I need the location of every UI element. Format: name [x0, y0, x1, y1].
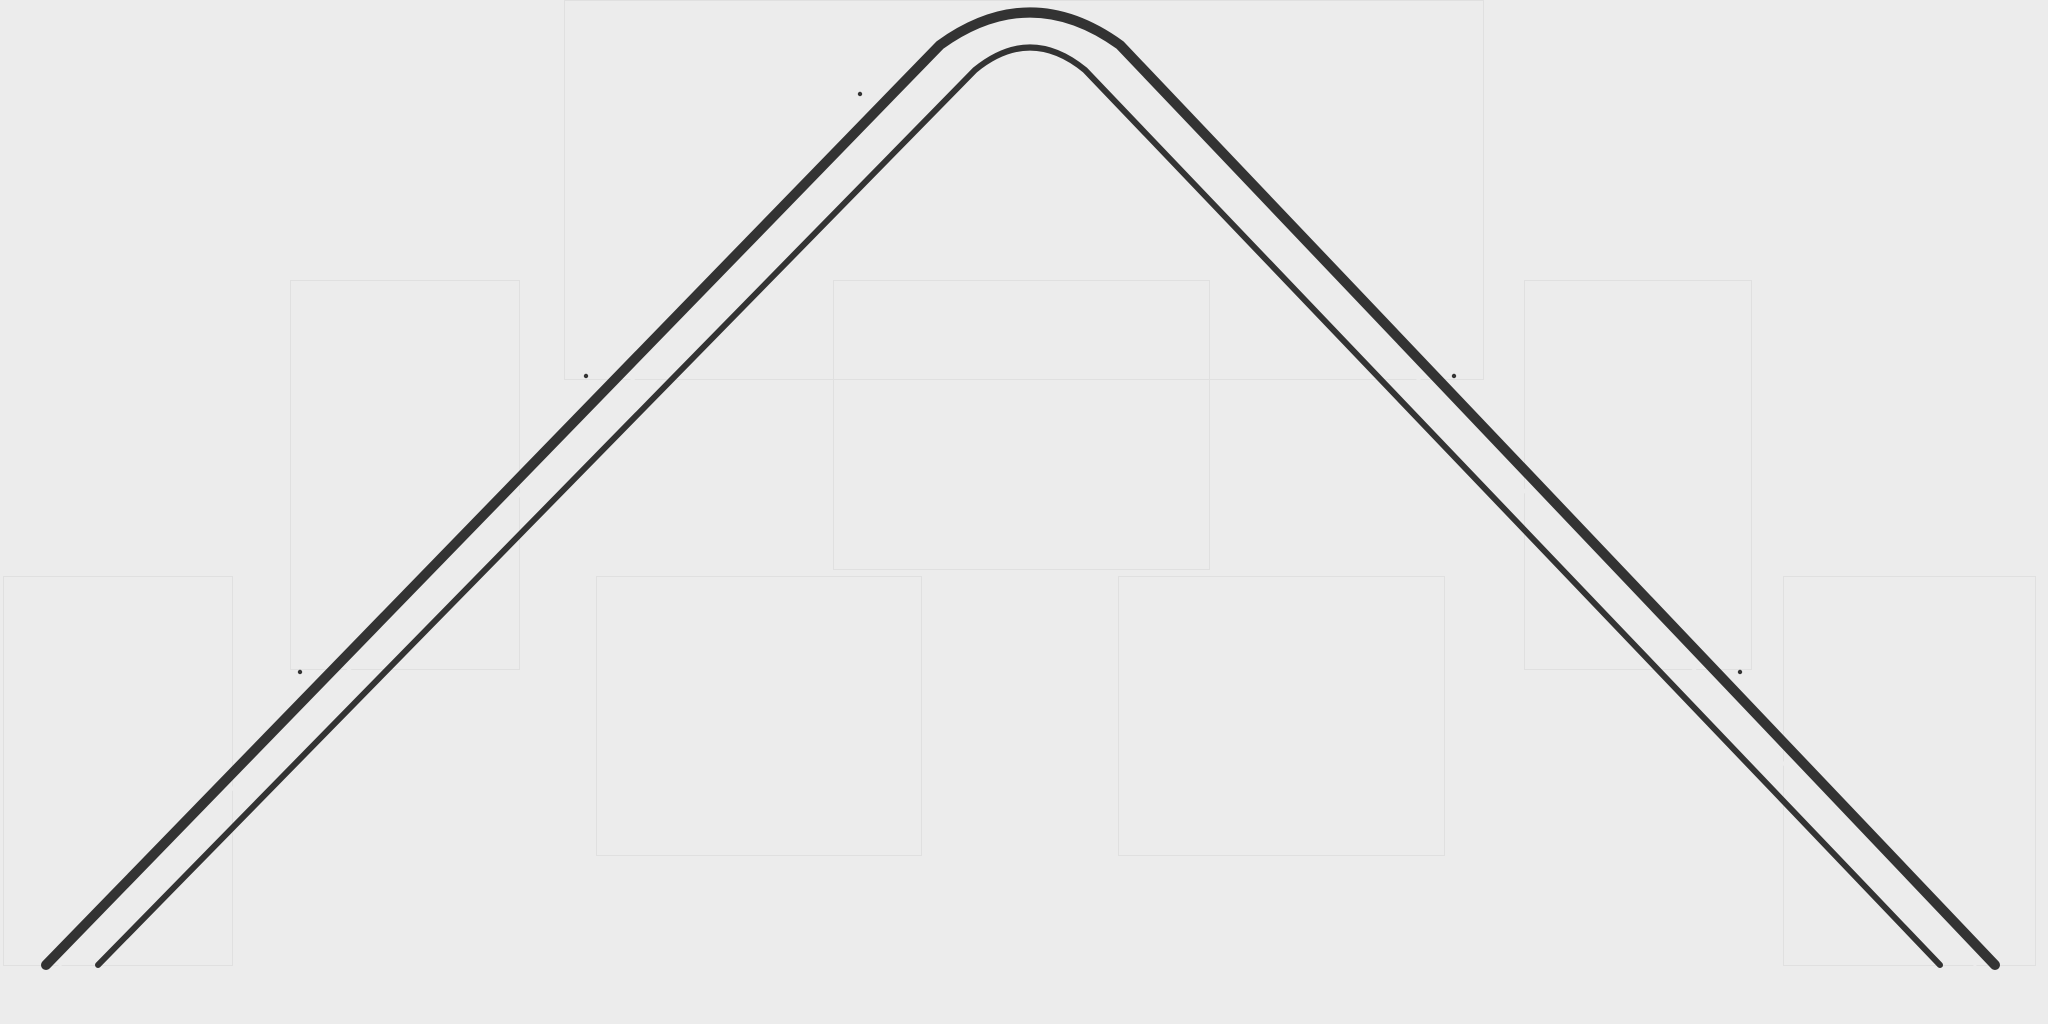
- background-panel: [564, 0, 1484, 380]
- reference-dot: [857, 91, 863, 97]
- reference-dot: [297, 669, 303, 675]
- inner-arch: [95, 44, 1943, 968]
- reference-dot: [1451, 373, 1457, 379]
- middle-arch: [58, 28, 1977, 967]
- outer-arch: [41, 7, 2000, 970]
- background-panel: [833, 280, 1210, 570]
- reference-dot: [1737, 669, 1743, 675]
- background-panel: [596, 576, 922, 856]
- background-panel: [1118, 576, 1445, 856]
- background-panel: [1783, 576, 2036, 966]
- reference-dot: [583, 373, 589, 379]
